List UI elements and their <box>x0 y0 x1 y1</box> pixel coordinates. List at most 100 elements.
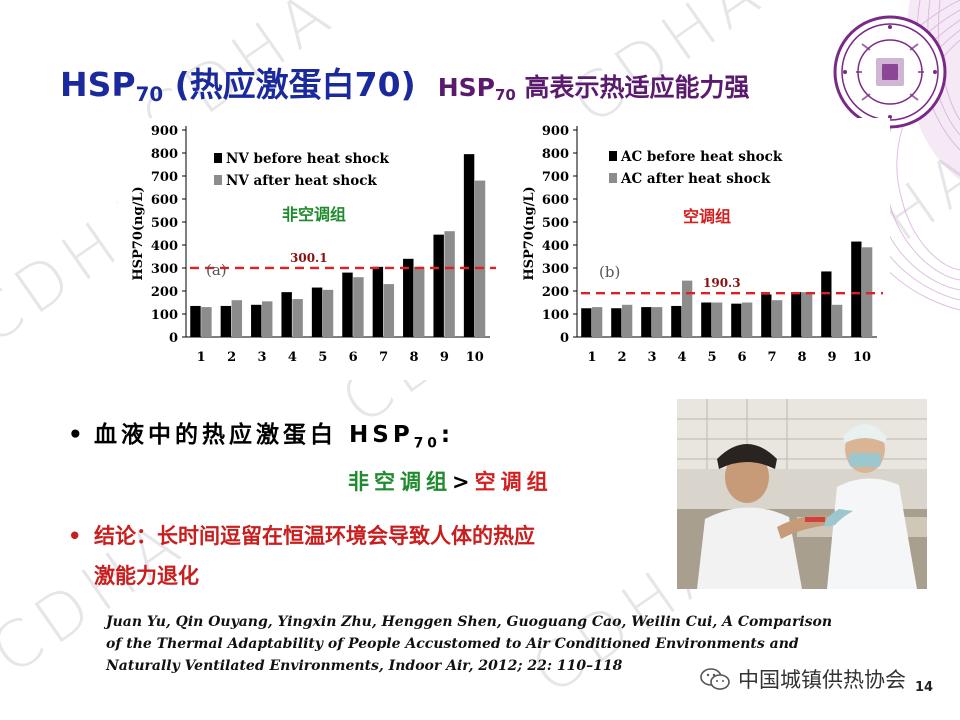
x-tick-label: 1 <box>587 350 596 365</box>
y-tick-label: 600 <box>151 193 178 208</box>
y-tick-label: 900 <box>151 124 178 139</box>
y-tick-label: 400 <box>151 239 178 254</box>
legend-label: AC after heat shock <box>620 171 771 187</box>
bar <box>652 307 663 337</box>
bar <box>641 307 652 337</box>
y-tick-label: 200 <box>542 285 569 300</box>
group-comparison: 非空调组>空调组 <box>348 466 553 496</box>
bar <box>581 308 592 337</box>
bar <box>761 294 772 337</box>
bar <box>742 302 753 337</box>
bar <box>414 266 425 337</box>
photo-illustration <box>677 399 927 589</box>
compare-operator: > <box>452 470 475 494</box>
y-tick-label: 100 <box>151 308 178 323</box>
bullet-hsp70: • 血液中的热应激蛋白 HSP70: <box>68 422 455 452</box>
y-tick-label: 100 <box>542 308 569 323</box>
bullet-dot: • <box>68 524 82 548</box>
bar <box>322 289 334 337</box>
x-tick-label: 9 <box>827 350 836 365</box>
x-tick-label: 10 <box>853 350 871 365</box>
bar <box>682 280 693 337</box>
slide-title: HSP70 (热应激蛋白70) HSP70 高表示热适应能力强 <box>60 58 750 108</box>
bar <box>731 303 742 337</box>
x-tick-label: 3 <box>257 350 266 365</box>
bar <box>262 301 273 337</box>
bar <box>383 284 395 337</box>
group-label: 非空调组 <box>282 205 346 224</box>
bar <box>281 292 292 337</box>
panel-label: (a) <box>206 261 227 279</box>
bullet-dot: • <box>68 422 83 448</box>
legend-label: NV before heat shock <box>226 151 389 167</box>
bar <box>611 308 622 337</box>
bar <box>220 305 232 337</box>
bar <box>772 300 783 337</box>
title-main: HSP70 (热应激蛋白70) <box>60 65 416 106</box>
legend-swatch <box>214 175 222 185</box>
bar <box>622 304 633 337</box>
legend-swatch <box>609 151 617 161</box>
bar <box>791 292 802 337</box>
x-tick-label: 10 <box>466 350 484 365</box>
group-label: 空调组 <box>683 207 731 226</box>
y-tick-label: 800 <box>542 147 569 162</box>
legend-swatch <box>214 153 222 163</box>
bar <box>403 258 414 337</box>
title-side: HSP70 高表示热适应能力强 <box>437 73 750 104</box>
panel-label: (b) <box>599 263 620 281</box>
y-tick-label: 300 <box>151 262 178 277</box>
citation: Juan Yu, Qin Ouyang, Yingxin Zhu, Hengge… <box>106 611 866 677</box>
bar <box>851 241 862 337</box>
bar <box>251 304 262 337</box>
y-tick-label: 300 <box>542 262 569 277</box>
compare-left: 非空调组 <box>348 470 452 494</box>
bar <box>444 231 455 337</box>
legend-label: AC before heat shock <box>620 149 783 165</box>
bar <box>463 154 475 337</box>
bar <box>592 307 603 337</box>
citation-line: of the Thermal Adaptability of People Ac… <box>106 636 799 652</box>
bar <box>712 302 723 337</box>
y-tick-label: 800 <box>151 147 178 162</box>
y-tick-label: 700 <box>151 170 178 185</box>
bar <box>353 277 364 337</box>
bar <box>292 299 303 337</box>
x-tick-label: 2 <box>617 350 626 365</box>
y-tick-label: 400 <box>542 239 569 254</box>
chart-a-svg: 0 100 200 300 400 500 600 700 800 900 HSP70(ng/L) 1… <box>131 124 496 365</box>
page-number: 14 <box>915 680 934 695</box>
x-tick-label: 3 <box>647 350 656 365</box>
legend-label: NV after heat shock <box>226 173 377 189</box>
y-tick-label: 900 <box>542 124 569 139</box>
university-seal-logo <box>833 15 947 129</box>
y-axis-label: HSP70(ng/L) <box>522 186 537 280</box>
wechat-account-name: 中国城镇供热协会 <box>738 668 906 692</box>
y-tick-label: 600 <box>542 193 569 208</box>
chart-b-svg: 0 100 200 300 400 500 600 700 800 900 HSP70(ng/L) 1… <box>522 124 883 365</box>
reference-line-label: 300.1 <box>290 251 328 265</box>
x-tick-label: 6 <box>737 350 746 365</box>
bar <box>832 304 843 337</box>
x-tick-label: 8 <box>797 350 806 365</box>
bullet-conclusion: • 结论：长时间逗留在恒温环境会导致人体的热应 激能力退化 <box>68 516 535 596</box>
x-tick-label: 8 <box>409 350 418 365</box>
wechat-account: 中国城镇供热协会 <box>700 664 906 694</box>
x-tick-label: 9 <box>440 350 449 365</box>
chart-ac-group: 0 100 200 300 400 500 600 700 800 900 HSP70(ng/L) 1… <box>515 118 890 380</box>
legend-swatch <box>609 173 617 183</box>
citation-line: Juan Yu, Qin Ouyang, Yingxin Zhu, Hengge… <box>106 614 833 630</box>
y-axis-label: HSP70(ng/L) <box>131 186 146 280</box>
y-tick-label: 200 <box>151 285 178 300</box>
bar <box>201 307 212 337</box>
blood-sampling-photo <box>677 399 927 589</box>
wechat-icon <box>700 668 730 690</box>
citation-line: Naturally Ventilated Environments, Indoo… <box>106 658 623 674</box>
y-tick-label: 0 <box>560 331 569 346</box>
chart-nv-group: 0 100 200 300 400 500 600 700 800 900 HSP70(ng/L) 1… <box>118 118 518 380</box>
x-tick-label: 1 <box>197 350 206 365</box>
x-tick-label: 4 <box>288 350 297 365</box>
bar <box>671 305 682 337</box>
x-tick-label: 7 <box>379 350 388 365</box>
x-tick-label: 2 <box>227 350 236 365</box>
